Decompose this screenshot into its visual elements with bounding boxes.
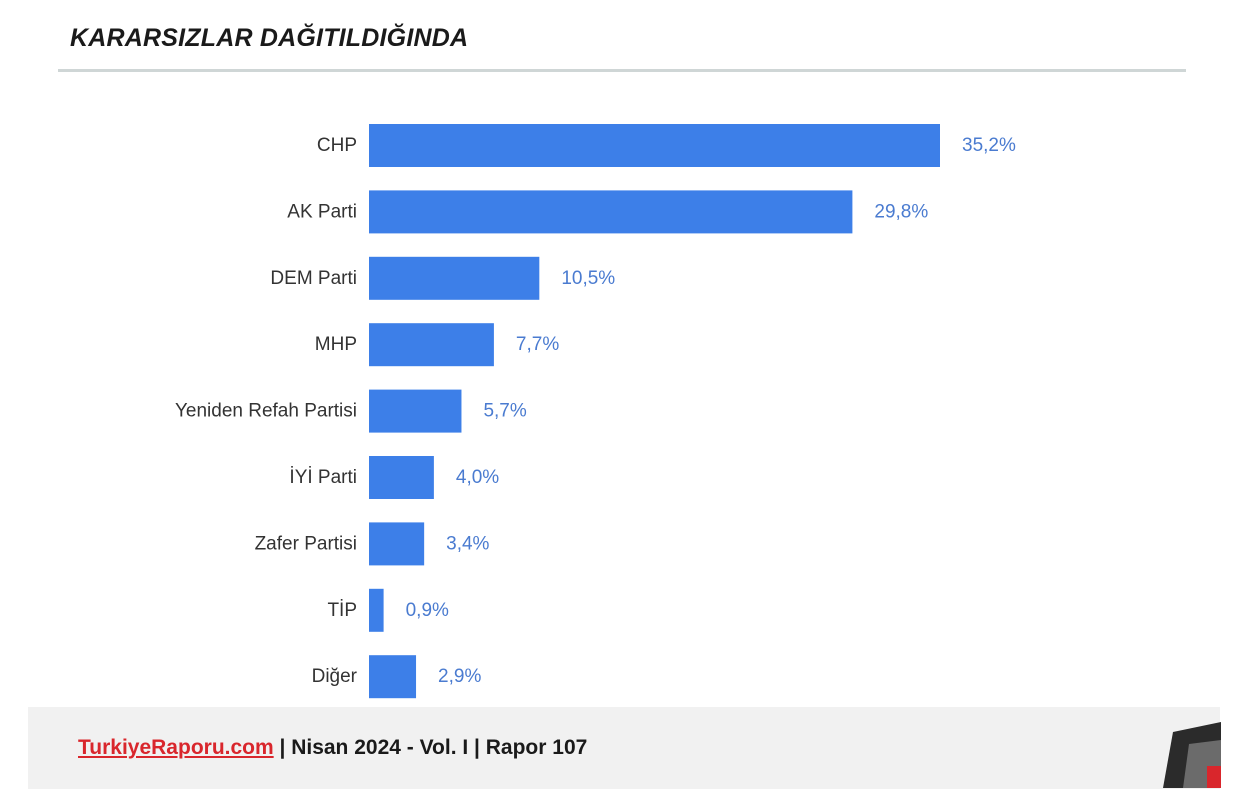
bar-3 [369,323,494,367]
chart-title: KARARSIZLAR DAĞITILDIĞINDA [70,24,469,52]
bar-chart: CHP 35,2% AK Parti 29,8% DEM Parti 10,5% MHP 7,… [175,124,1016,699]
bar-2 [369,256,540,300]
value-label: 2,9% [438,666,481,687]
brand-logo-icon [1163,722,1221,788]
bar-6 [369,522,425,566]
value-label: 7,7% [516,334,559,355]
category-label: MHP [315,334,357,355]
bar-0 [369,124,940,167]
category-label: İYİ Parti [289,467,357,488]
value-label: 4,0% [456,467,499,488]
bar-7 [369,588,384,632]
value-label: 29,8% [874,201,928,222]
category-label: Yeniden Refah Partisi [175,401,357,422]
site-link[interactable]: TurkiyeRaporu.com [78,736,274,759]
bar-8 [369,655,417,699]
category-label: DEM Parti [270,268,357,289]
category-label: TİP [327,600,357,621]
value-label: 0,9% [406,600,449,621]
value-label: 35,2% [962,135,1016,156]
title-divider [58,69,1186,72]
value-label: 3,4% [446,533,489,554]
report-info: | Nisan 2024 - Vol. I | Rapor 107 [273,736,588,759]
footer-text: TurkiyeRaporu.com | Nisan 2024 - Vol. I … [78,736,587,760]
bar-1 [369,190,853,234]
value-label: 10,5% [561,268,615,289]
category-label: Zafer Partisi [255,533,357,554]
bars-group: CHP 35,2% AK Parti 29,8% DEM Parti 10,5% MHP 7,… [175,124,1016,699]
category-label: CHP [317,135,357,156]
category-label: Diğer [312,666,358,687]
value-label: 5,7% [483,401,526,422]
category-label: AK Parti [287,201,357,222]
bar-5 [369,456,434,499]
footer-band [28,707,1220,789]
bar-4 [369,389,462,433]
